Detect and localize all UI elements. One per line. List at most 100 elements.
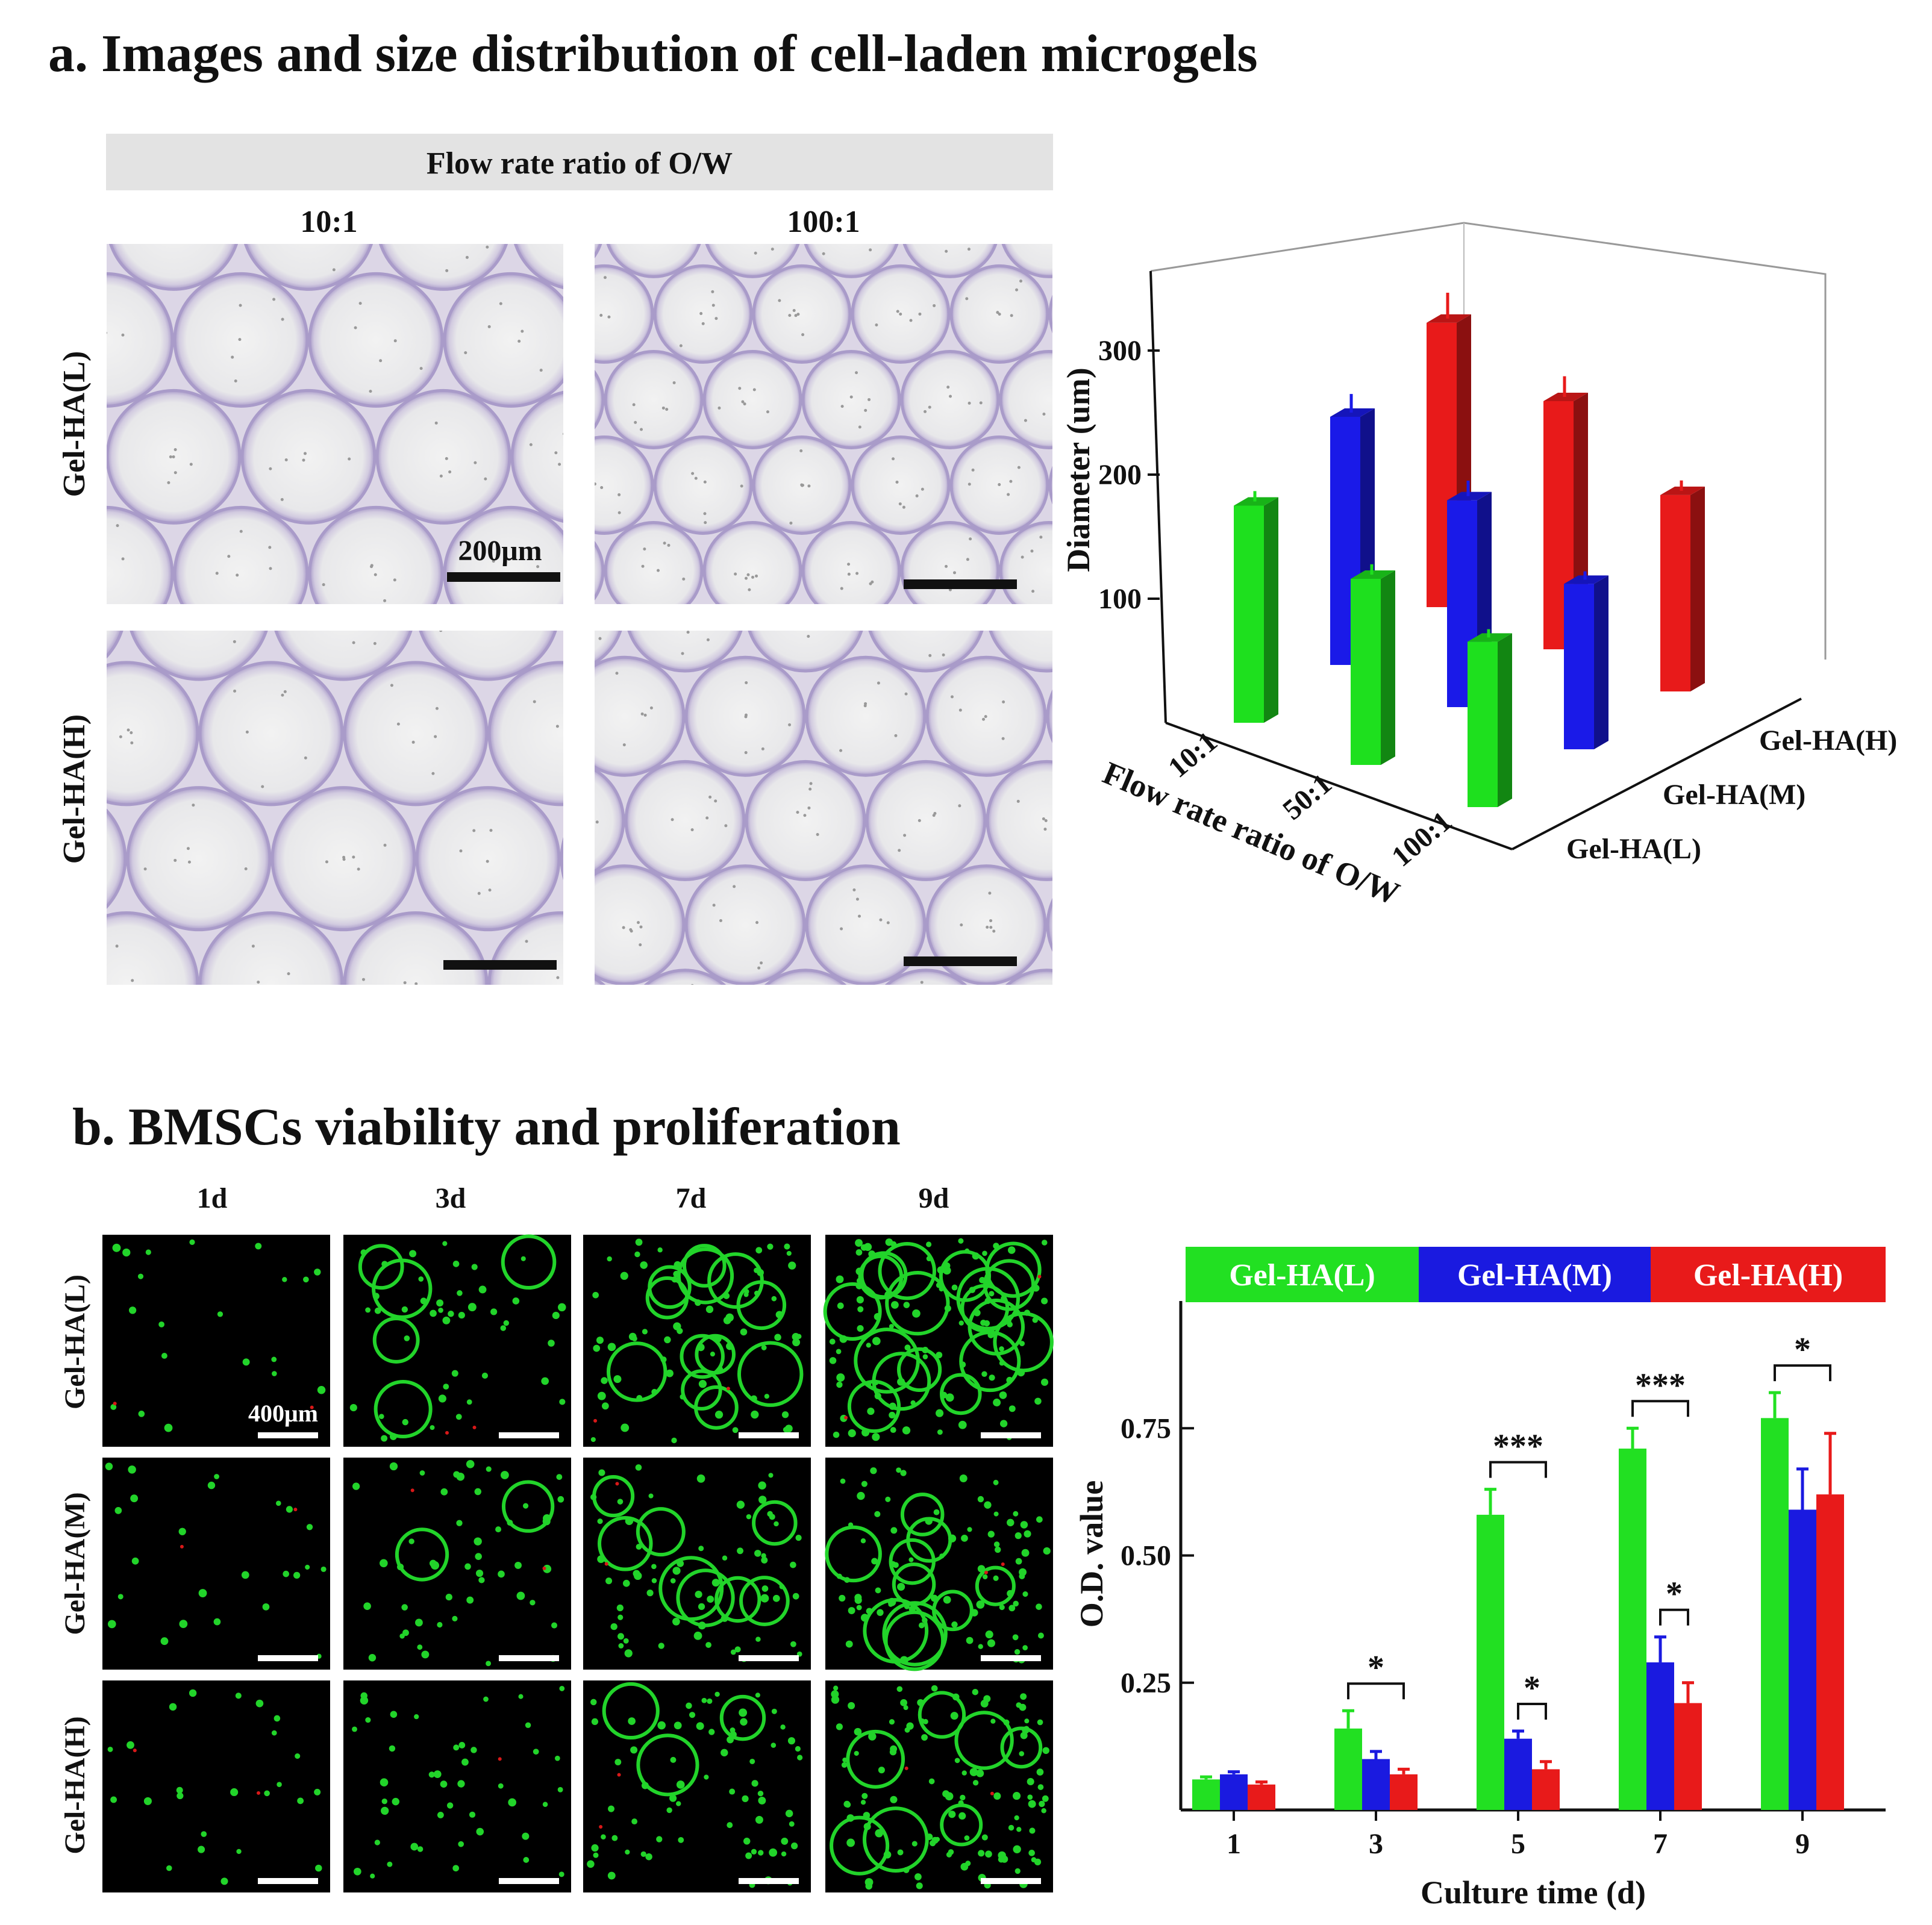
live-cell <box>857 1324 864 1332</box>
live-cell <box>900 1470 907 1476</box>
fluorescence-background <box>825 1680 1053 1892</box>
live-cell <box>378 1414 384 1420</box>
live-cell <box>1032 1284 1040 1292</box>
live-cell <box>897 1377 905 1386</box>
live-cell <box>107 1746 113 1752</box>
cell-dot <box>745 681 748 685</box>
panel-a-row-gel-ha-h: Gel-HA(H) <box>57 714 92 864</box>
cell-sphere <box>896 1347 942 1393</box>
microgel-droplet <box>653 435 753 535</box>
cell-dot <box>804 1027 807 1030</box>
live-cell <box>242 1358 250 1366</box>
live-cell <box>636 1395 643 1402</box>
cell-dot <box>12 416 15 419</box>
live-cell <box>774 1521 779 1527</box>
live-cell <box>940 1391 948 1399</box>
cell-dot <box>272 298 276 301</box>
cell-dot <box>570 745 573 748</box>
live-cell <box>283 1570 290 1577</box>
cell-dot <box>11 231 14 234</box>
cell-dot <box>840 927 843 931</box>
dead-cell <box>133 1749 137 1753</box>
live-cell <box>137 1273 144 1279</box>
cell-dot <box>619 616 622 619</box>
live-cell <box>166 1865 172 1871</box>
cell-dot <box>801 484 805 487</box>
cell-dot <box>864 408 868 412</box>
cell-dot <box>577 338 580 341</box>
cell-dot <box>227 555 231 558</box>
cell-dot <box>755 574 758 578</box>
live-cell <box>922 1347 929 1353</box>
live-cell <box>624 1649 633 1658</box>
live-cell <box>771 1296 777 1302</box>
micrograph-tile <box>594 630 1100 1055</box>
y-tick-label: 0.75 <box>1121 1412 1171 1444</box>
cell-dot <box>651 228 654 231</box>
live-cell <box>390 1433 397 1440</box>
live-cell <box>522 1503 529 1509</box>
live-cell <box>795 1746 801 1752</box>
live-cell <box>523 1857 530 1863</box>
live-cell <box>264 1790 270 1797</box>
live-cell <box>848 1607 855 1614</box>
live-cell <box>833 1431 840 1438</box>
scale-bar <box>258 1655 318 1661</box>
cell-dot <box>855 897 859 901</box>
live-cell <box>457 1290 463 1296</box>
live-cell <box>755 1247 763 1254</box>
live-cell <box>558 1871 564 1877</box>
live-cell <box>623 1638 629 1644</box>
live-cell <box>984 1501 992 1509</box>
live-cell <box>790 1561 796 1568</box>
significance-bracket <box>1774 1364 1831 1382</box>
cell-dot <box>1061 201 1064 204</box>
live-cell <box>916 1882 923 1889</box>
live-cell <box>651 1578 657 1583</box>
cell-dot <box>304 756 307 760</box>
cell-dot <box>1097 919 1100 922</box>
cell-sphere <box>863 1598 929 1664</box>
live-cell <box>845 1640 853 1648</box>
live-cell <box>277 1782 282 1787</box>
cell-dot <box>667 543 671 547</box>
live-cell <box>1022 1591 1028 1597</box>
cell-dot <box>945 564 948 568</box>
cell-dot <box>665 1052 668 1055</box>
live-cell <box>179 1620 188 1629</box>
live-cell <box>437 1811 444 1818</box>
cell-sphere <box>501 1480 555 1533</box>
microgel-droplet <box>986 760 1053 881</box>
cell-dot <box>559 230 562 233</box>
live-cell <box>158 1321 165 1328</box>
cell-dot <box>630 929 633 933</box>
live-cell <box>380 1778 389 1786</box>
live-cell <box>1043 1547 1051 1555</box>
cell-dot <box>419 367 423 370</box>
live-cell <box>942 1790 950 1798</box>
live-cell <box>761 1556 768 1564</box>
cell-dot <box>434 735 437 738</box>
live-cell <box>608 1805 614 1812</box>
cell-dot <box>598 228 601 231</box>
cell-dot <box>945 249 948 253</box>
cell-dot <box>733 885 736 888</box>
cell-dot <box>295 226 298 229</box>
live-cell <box>648 1493 654 1499</box>
depth-tick-label: Gel-HA(M) <box>1663 779 1805 811</box>
microgel-droplet <box>1048 464 1053 506</box>
microgel-droplet <box>378 243 508 291</box>
cell-dot <box>244 867 248 870</box>
cell-dot <box>425 216 428 219</box>
cell-sphere <box>737 1341 804 1407</box>
cell-dot <box>13 637 16 640</box>
cell-dot <box>387 998 390 1001</box>
live-cell <box>936 1352 943 1359</box>
cell-dot <box>435 707 439 710</box>
live-cell <box>900 1699 908 1706</box>
live-cell <box>904 1603 910 1609</box>
live-cell <box>145 1249 151 1255</box>
cell-dot <box>492 560 495 563</box>
live-cell <box>994 1546 1001 1553</box>
live-cell <box>903 1705 908 1711</box>
